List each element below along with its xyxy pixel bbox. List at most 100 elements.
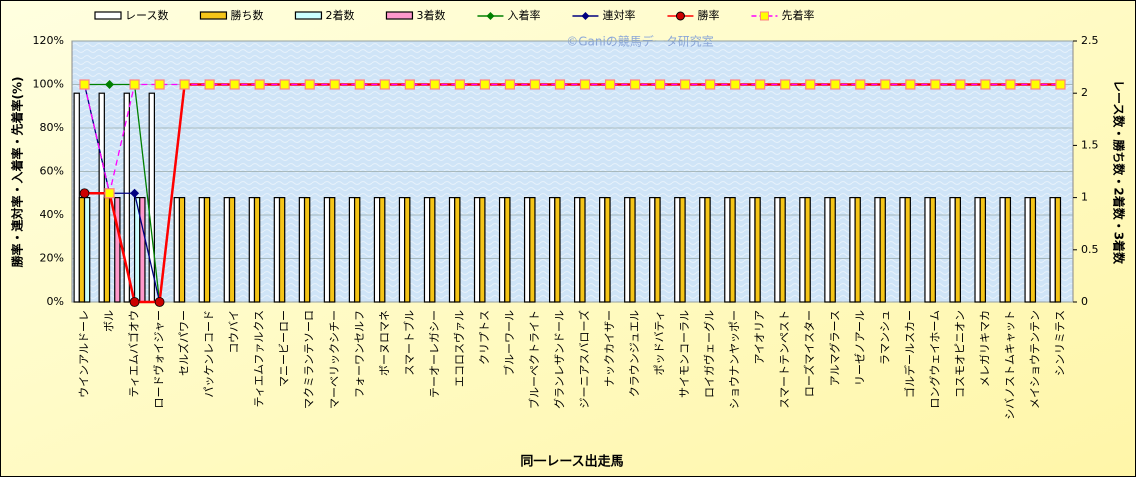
bar: [774, 197, 781, 303]
x-tick-label: ナックカイザー: [603, 310, 616, 387]
marker: [905, 79, 916, 90]
marker: [129, 297, 140, 307]
bar: [278, 197, 286, 303]
bar: [448, 197, 456, 303]
marker: [554, 79, 566, 90]
bar: [1049, 197, 1056, 303]
y-tick-label: 60%: [40, 165, 64, 178]
x-tick-label: アルマグラース: [827, 310, 841, 386]
marker: [579, 79, 591, 90]
bar: [974, 197, 981, 303]
bar: [178, 197, 186, 303]
bar: [373, 197, 381, 303]
x-tick-label: ショウナンヤッポー: [728, 310, 741, 409]
bar: [498, 197, 506, 303]
x-tick-label: ジーニアスバローズ: [577, 310, 591, 408]
y-tick-label: 80%: [40, 121, 64, 134]
x-tick-label: マニービーロー: [278, 310, 291, 387]
marker: [129, 79, 140, 90]
marker: [880, 79, 891, 90]
legend-marker: [759, 11, 769, 21]
bar: [604, 197, 611, 303]
x-tick-label: ロングウェイホーム: [927, 310, 941, 409]
bar: [198, 197, 206, 303]
bar: [754, 197, 761, 303]
legend-label: 勝率: [697, 8, 719, 22]
x-tick-label: クラウンジュエル: [628, 310, 641, 397]
bar: [473, 197, 481, 303]
y-tick-label: 20%: [40, 252, 64, 265]
bar: [574, 197, 581, 303]
bar: [223, 197, 231, 303]
y-tick-label: 120%: [33, 34, 64, 47]
x-tick-label: ローズマイスター: [802, 310, 816, 397]
legend-marker: [581, 12, 590, 20]
bar: [123, 92, 130, 303]
legend-marker: [486, 12, 495, 20]
bar: [348, 197, 356, 303]
bar: [298, 197, 306, 303]
bar: [749, 197, 756, 303]
bar: [228, 197, 236, 303]
x-tick-label: スマートブル: [402, 310, 416, 376]
bar: [729, 197, 736, 303]
marker: [755, 79, 766, 90]
x-tick-label: コスモオピニオン: [953, 310, 966, 398]
legend-label: 3着数: [416, 8, 445, 22]
bar: [253, 197, 261, 303]
legend-label: 入着率: [507, 8, 540, 22]
x-tick-label: スマートテンペスト: [778, 310, 791, 409]
bar: [954, 197, 961, 303]
line: [83, 83, 1061, 194]
marker: [504, 79, 516, 90]
bar: [999, 197, 1006, 303]
bar: [423, 197, 431, 303]
marker: [304, 79, 315, 90]
bar: [699, 197, 706, 303]
bar: [979, 197, 987, 303]
marker: [179, 79, 190, 90]
bar: [73, 92, 80, 303]
marker: [479, 79, 491, 90]
bar: [924, 197, 931, 303]
bar: [328, 197, 336, 303]
bar: [103, 197, 111, 303]
x-tick-label: ティエムファルクス: [253, 310, 266, 407]
bar: [879, 197, 886, 303]
bar: [479, 197, 486, 303]
marker: [204, 79, 215, 90]
x-tick-label: サイモンコーラル: [678, 310, 691, 398]
marker: [604, 79, 616, 90]
bar: [649, 197, 656, 303]
x-tick-label: ポッドバティ: [653, 310, 666, 375]
y2-tick-label: 2: [1081, 86, 1088, 99]
bar: [854, 197, 861, 303]
marker: [329, 79, 340, 90]
bar: [548, 197, 556, 303]
bar: [1029, 197, 1037, 303]
x-tick-label: コウバイ: [228, 310, 241, 354]
x-tick-label: ブルーペクトライト: [527, 310, 541, 409]
x-tick-label: セルズパワー: [177, 310, 191, 376]
x-tick-label: アイオリア: [753, 310, 766, 364]
marker: [654, 79, 666, 90]
y2-axis-title: レース数・勝ち数・2着数・3着数: [1112, 80, 1127, 265]
marker: [154, 297, 165, 307]
bar: [949, 197, 956, 303]
bar: [398, 197, 406, 303]
bar: [429, 197, 436, 303]
y-axis-title: 勝率・連対率・入着率・先着率(%): [10, 77, 25, 268]
x-tick-label: ラマンシュ: [878, 310, 891, 365]
marker: [79, 79, 90, 90]
y2-tick-label: 1.5: [1081, 138, 1099, 151]
bar: [779, 197, 786, 303]
x-tick-label: グランレザンドール: [552, 310, 566, 409]
marker: [379, 79, 390, 90]
marker: [105, 80, 115, 89]
marker: [955, 79, 966, 90]
legend-swatch: [199, 11, 228, 20]
bar: [804, 197, 811, 303]
bar: [929, 197, 936, 303]
y2-tick-label: 0: [1081, 295, 1088, 308]
